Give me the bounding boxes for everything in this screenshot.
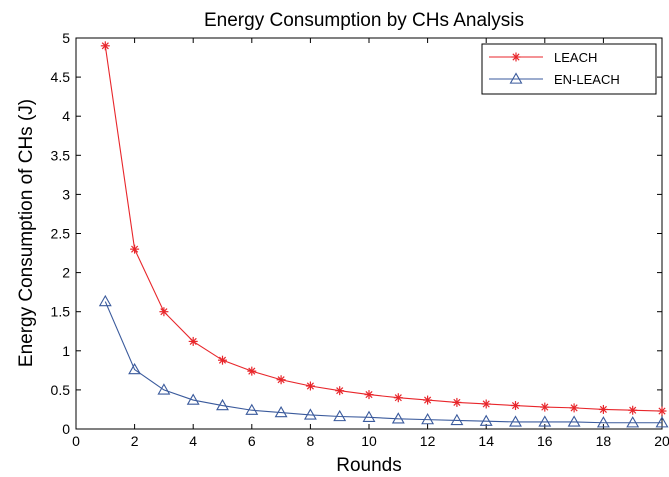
y-tick-label: 0.5: [51, 382, 71, 398]
series-line: [104, 45, 663, 412]
y-axis-title: Energy Consumption of CHs (J): [16, 99, 37, 367]
x-tick-label: 2: [131, 433, 139, 449]
data-point: [276, 375, 286, 385]
y-tick-label: 3.5: [51, 147, 71, 163]
series-line: [104, 301, 662, 424]
x-tick-label: 6: [248, 433, 256, 449]
data-point: [100, 41, 110, 51]
data-point: [567, 415, 581, 427]
plot-area: 0 2 4 6 8 10 12 14 16 18 20 0 0.5 1 1.5 2 2.5 3 3.5 4 4.5 5: [51, 30, 669, 449]
data-point: [335, 386, 345, 396]
data-point: [218, 355, 227, 365]
x-axis: 0 2 4 6 8 10 12 14 16 18 20: [72, 38, 669, 449]
legend-box: [481, 43, 657, 95]
legend-label: EN-LEACH: [554, 72, 620, 87]
y-tick-label: 4: [62, 108, 70, 124]
y-tick-label: 3: [62, 186, 70, 202]
data-point: [303, 408, 317, 420]
series-en-leach: [98, 294, 669, 428]
data-point: [628, 405, 638, 415]
legend-label: LEACH: [554, 50, 597, 65]
data-point: [509, 72, 523, 84]
y-tick-label: 4.5: [51, 69, 71, 85]
y-tick-label: 2: [62, 265, 70, 281]
data-point: [511, 52, 521, 62]
legend-entry: EN-LEACH: [489, 72, 620, 87]
data-point: [598, 404, 608, 414]
x-tick-label: 4: [189, 433, 197, 449]
x-axis-title: Rounds: [336, 455, 402, 476]
x-tick-label: 16: [537, 433, 553, 449]
data-point: [130, 244, 140, 254]
series-layer: [98, 41, 669, 428]
data-point: [333, 409, 347, 422]
data-point: [216, 398, 229, 411]
data-point: [245, 403, 259, 415]
plot-frame: [75, 37, 663, 430]
data-point: [98, 294, 112, 307]
series-leach: [100, 41, 667, 416]
y-tick-label: 0: [62, 421, 70, 437]
x-tick-label: 0: [72, 433, 80, 449]
data-point: [188, 336, 198, 346]
data-point: [569, 403, 579, 413]
data-point: [128, 362, 142, 375]
data-point: [247, 366, 257, 376]
y-tick-label: 5: [62, 30, 70, 46]
data-point: [657, 406, 667, 416]
x-tick-label: 10: [361, 433, 377, 449]
x-tick-label: 18: [596, 433, 612, 449]
data-point: [362, 410, 376, 422]
chart-title: Energy Consumption by CHs Analysis: [204, 10, 524, 31]
data-point: [481, 399, 491, 409]
y-tick-label: 2.5: [51, 226, 71, 242]
data-point: [511, 401, 520, 411]
data-point: [157, 383, 171, 395]
data-point: [655, 416, 669, 428]
y-axis: 0 0.5 1 1.5 2 2.5 3 3.5 4 4.5 5: [51, 30, 662, 437]
data-point: [509, 415, 522, 427]
data-point: [540, 402, 550, 412]
data-point: [421, 413, 435, 425]
data-point: [452, 397, 462, 407]
data-point: [393, 393, 403, 403]
legend: LEACH EN-LEACH: [481, 43, 657, 95]
data-point: [423, 395, 433, 405]
data-point: [479, 414, 493, 426]
x-tick-label: 12: [420, 433, 436, 449]
data-point: [626, 416, 640, 428]
data-point: [450, 413, 464, 426]
data-point: [186, 393, 200, 405]
data-point: [538, 415, 552, 427]
y-tick-label: 1.5: [51, 304, 71, 320]
x-tick-label: 14: [478, 433, 494, 449]
data-point: [364, 390, 374, 400]
data-point: [305, 381, 315, 391]
x-tick-label: 8: [307, 433, 315, 449]
data-point: [274, 405, 288, 418]
data-point: [391, 412, 405, 424]
legend-entry: LEACH: [489, 50, 597, 65]
y-tick-label: 1: [62, 343, 70, 359]
data-point: [596, 416, 610, 428]
x-tick-label: 20: [654, 433, 669, 449]
data-point: [159, 307, 169, 317]
